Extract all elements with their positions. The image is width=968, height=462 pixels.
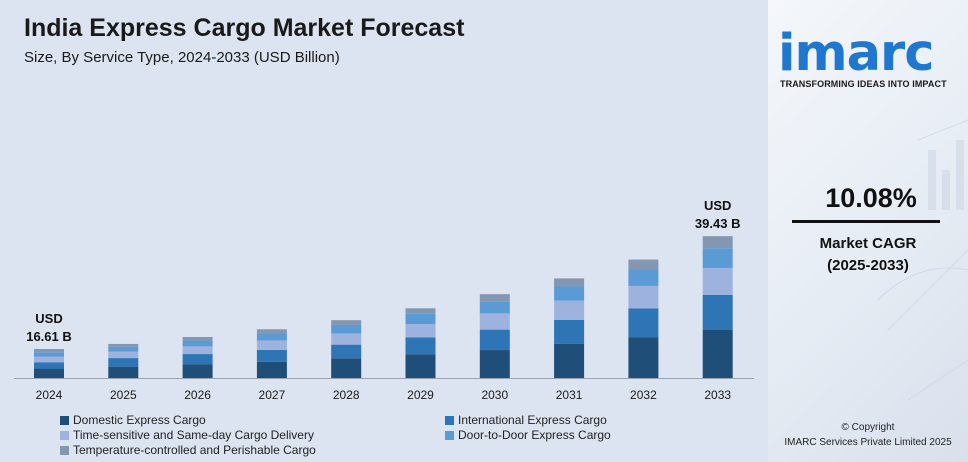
bar-segment: [34, 356, 64, 363]
chart-legend: Domestic Express Cargo International Expr…: [60, 413, 760, 461]
logo-tagline: TRANSFORMING IDEAS INTO IMPACT: [780, 79, 947, 89]
x-tick-label: 2033: [704, 388, 731, 402]
legend-item: International Express Cargo: [445, 413, 607, 427]
bar-segment: [331, 333, 362, 345]
bar-segment: [702, 294, 733, 330]
total-value-label: 39.43 B: [695, 216, 741, 231]
bar-segment: [34, 349, 64, 353]
bar-segment: [405, 313, 436, 325]
bar-segment: [479, 313, 510, 330]
x-tick-label: 2031: [556, 388, 583, 402]
chart-plot: 2024 2025 2026 2027 2028 2029 2030 2031 2032 2033…: [14, 198, 754, 402]
cagr-label: Market CAGR: [819, 235, 917, 252]
bar-segment: [331, 358, 362, 378]
legend-swatch: [60, 415, 69, 425]
chart-title: India Express Cargo Market Forecast: [24, 14, 465, 42]
x-tick-label: 2030: [481, 388, 508, 402]
bar-segment: [405, 337, 436, 355]
bar-segment: [108, 343, 139, 347]
bar-segment: [554, 319, 585, 344]
bar-segment: [628, 259, 659, 270]
x-tick-label: 2029: [407, 388, 434, 402]
legend-label: Domestic Express Cargo: [73, 413, 206, 427]
bar-segment: [331, 320, 362, 325]
bar-segment: [108, 366, 139, 378]
bar-segment: [182, 364, 213, 378]
cagr-value: 10.08%: [825, 183, 917, 213]
imarc-logo: imarc: [778, 24, 934, 83]
bar-segment: [554, 343, 585, 378]
bar-segment: [702, 236, 733, 249]
bar-segment: [108, 351, 139, 359]
x-tick-label: 2032: [630, 388, 657, 402]
bar-segment: [479, 301, 510, 314]
bar-segment: [702, 329, 733, 378]
x-tick-label: 2028: [333, 388, 360, 402]
bar-segment: [405, 308, 436, 314]
total-value-label: USD: [35, 311, 62, 326]
bar-segment: [405, 354, 436, 378]
copyright-block: © Copyright IMARC Services Private Limit…: [768, 420, 968, 450]
legend-label: Door-to-Door Express Cargo: [458, 428, 611, 442]
bar-segment: [331, 344, 362, 359]
background-decoration: [877, 119, 968, 401]
bar-segment: [256, 340, 287, 350]
bar-segment: [256, 329, 287, 334]
bar-segment: [108, 346, 139, 352]
bar-segment: [108, 358, 139, 367]
bar-segment: [182, 340, 213, 347]
chart-subtitle: Size, By Service Type, 2024-2033 (USD Bi…: [24, 49, 340, 66]
bar-segment: [479, 350, 510, 378]
side-panel: imarc TRANSFORMING IDEAS INTO IMPACT 10.…: [768, 0, 968, 462]
x-tick-label: 2024: [36, 388, 63, 402]
bar-segment: [702, 267, 733, 295]
bar-segment: [702, 248, 733, 268]
bar-segment: [628, 337, 659, 378]
bar-segment: [554, 286, 585, 301]
legend-label: Time-sensitive and Same-day Cargo Delive…: [73, 428, 314, 442]
bar-segment: [628, 285, 659, 309]
cagr-period: (2025-2033): [827, 257, 909, 274]
legend-swatch: [445, 415, 454, 425]
legend-swatch: [60, 430, 69, 440]
legend-item: Domestic Express Cargo: [60, 413, 206, 427]
bar-segment: [479, 294, 510, 302]
total-value-label: 16.61 B: [26, 329, 72, 344]
bar-segment: [256, 361, 287, 378]
total-value-label: USD: [704, 198, 731, 213]
legend-swatch: [445, 430, 454, 440]
copyright-line: © Copyright: [841, 422, 895, 433]
bar-segment: [628, 308, 659, 338]
copyright-company: IMARC Services Private Limited 2025: [784, 437, 952, 448]
cagr-divider: [792, 220, 940, 223]
x-tick-label: 2025: [110, 388, 137, 402]
bar-segment: [34, 362, 64, 369]
legend-item: Temperature-controlled and Perishable Ca…: [60, 443, 316, 457]
chart-panel: India Express Cargo Market Forecast Size…: [14, 14, 760, 461]
x-tick-label: 2027: [259, 388, 286, 402]
bar-segment: [182, 354, 213, 365]
x-tick-label: 2026: [184, 388, 211, 402]
bar-segment: [34, 368, 64, 378]
legend-label: International Express Cargo: [458, 413, 607, 427]
legend-label: Temperature-controlled and Perishable Ca…: [73, 443, 316, 457]
bar-segment: [256, 333, 287, 341]
bar-segment: [182, 346, 213, 355]
bar-segment: [554, 300, 585, 320]
bar-segment: [34, 352, 64, 357]
cagr-label-block: Market CAGR (2025-2033): [768, 233, 968, 277]
legend-item: Time-sensitive and Same-day Cargo Delive…: [60, 428, 314, 442]
bar-segment: [479, 329, 510, 351]
bar-segment: [405, 324, 436, 338]
bar-segment: [628, 269, 659, 286]
bar-segment: [256, 349, 287, 362]
legend-swatch: [60, 445, 69, 455]
bar-segment: [331, 324, 362, 334]
legend-item: Door-to-Door Express Cargo: [445, 428, 611, 442]
bar-segment: [554, 278, 585, 287]
bar-segment: [182, 336, 213, 341]
